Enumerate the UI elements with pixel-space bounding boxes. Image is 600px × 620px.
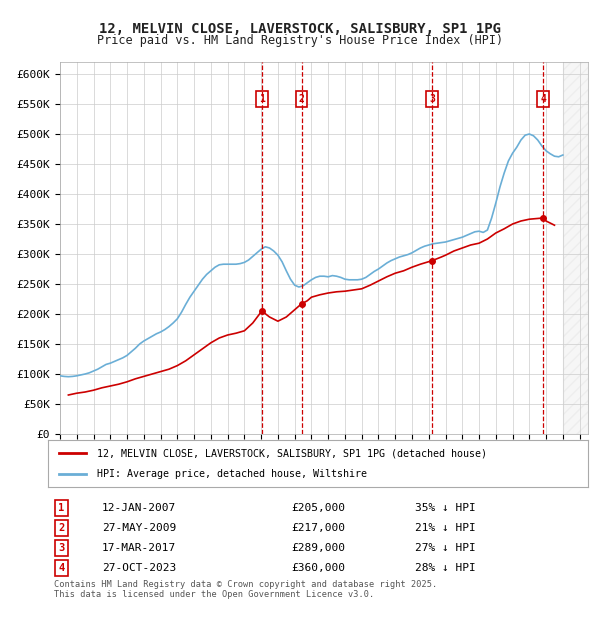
Text: 17-MAR-2017: 17-MAR-2017 [102,543,176,553]
Text: 1: 1 [259,94,265,104]
Text: 12, MELVIN CLOSE, LAVERSTOCK, SALISBURY, SP1 1PG: 12, MELVIN CLOSE, LAVERSTOCK, SALISBURY,… [99,22,501,36]
Text: 3: 3 [430,94,435,104]
Text: £205,000: £205,000 [291,503,345,513]
Text: 27-OCT-2023: 27-OCT-2023 [102,563,176,574]
Text: 4: 4 [58,563,65,574]
Text: 27-MAY-2009: 27-MAY-2009 [102,523,176,533]
Text: 2: 2 [58,523,65,533]
Text: 28% ↓ HPI: 28% ↓ HPI [415,563,476,574]
Text: £360,000: £360,000 [291,563,345,574]
Text: 3: 3 [58,543,65,553]
Text: 35% ↓ HPI: 35% ↓ HPI [415,503,476,513]
Text: 4: 4 [540,94,546,104]
Text: 12-JAN-2007: 12-JAN-2007 [102,503,176,513]
Text: £217,000: £217,000 [291,523,345,533]
Text: HPI: Average price, detached house, Wiltshire: HPI: Average price, detached house, Wilt… [97,469,367,479]
Text: 2: 2 [299,94,304,104]
Text: Price paid vs. HM Land Registry's House Price Index (HPI): Price paid vs. HM Land Registry's House … [97,34,503,47]
Text: 21% ↓ HPI: 21% ↓ HPI [415,523,476,533]
Bar [563,62,588,434]
Text: 1: 1 [58,503,65,513]
Text: 12, MELVIN CLOSE, LAVERSTOCK, SALISBURY, SP1 1PG (detached house): 12, MELVIN CLOSE, LAVERSTOCK, SALISBURY,… [97,448,487,458]
Text: £289,000: £289,000 [291,543,345,553]
Text: Contains HM Land Registry data © Crown copyright and database right 2025.
This d: Contains HM Land Registry data © Crown c… [54,580,437,599]
Text: 27% ↓ HPI: 27% ↓ HPI [415,543,476,553]
